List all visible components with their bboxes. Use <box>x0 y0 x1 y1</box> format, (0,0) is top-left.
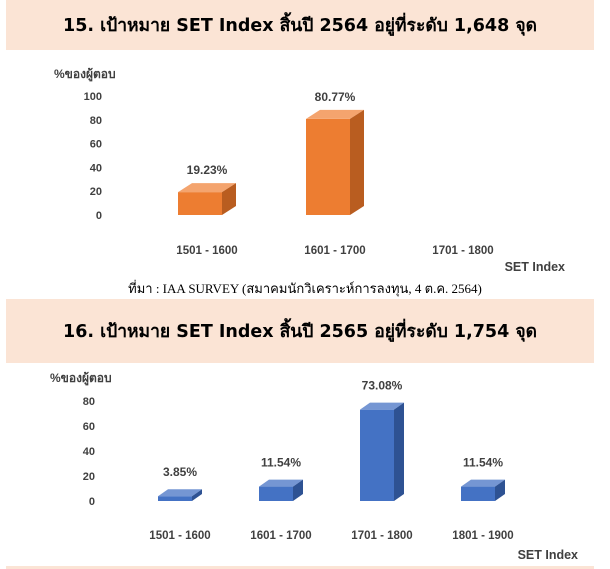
chart1-data-label: 80.77% <box>315 90 356 104</box>
chart2-x-tick-label: 1501 - 1600 <box>149 530 210 542</box>
chart2-y-tick-label: 40 <box>83 446 95 458</box>
chart2-bar-top <box>158 489 202 497</box>
chart1-bar-top <box>178 183 236 193</box>
chart2-data-label: 11.54% <box>261 456 301 470</box>
chart2-bar-side <box>293 479 303 501</box>
chart1-y-tick-label: 20 <box>90 186 102 198</box>
chart1-bar-side <box>350 109 364 215</box>
chart1: %ของผู้ตอบ 0 20 40 60 80 100 1501 - 1600 19.23% 1… <box>0 60 610 284</box>
chart2-bar <box>360 409 394 501</box>
chart2-plot: %ของผู้ตอบ 0 20 40 60 80 1501 - 1600 3.85% 1601 … <box>50 371 578 562</box>
chart2-y-axis-title: %ของผู้ตอบ <box>50 371 112 386</box>
chart2: %ของผู้ตอบ 0 20 40 60 80 1501 - 1600 3.85% 1601 … <box>0 366 610 569</box>
chart2-title-banner: 16. เป้าหมาย SET Index สิ้นปี 2565 อยู่ท… <box>6 299 594 363</box>
chart2-bar-side <box>394 402 404 501</box>
chart2-bar-side <box>192 489 202 501</box>
chart2-data-label: 11.54% <box>463 456 503 470</box>
chart2-y-tick-label: 20 <box>83 471 95 483</box>
chart1-bar-side <box>222 183 236 215</box>
chart1-y-tick-label: 100 <box>84 91 102 103</box>
chart1-x-axis-title: SET Index <box>505 260 565 274</box>
chart2-title: 16. เป้าหมาย SET Index สิ้นปี 2565 อยู่ท… <box>63 322 537 342</box>
chart1-bar-top <box>306 109 364 119</box>
chart2-bar-side <box>495 479 505 501</box>
chart1-x-tick-label: 1601 - 1700 <box>304 245 365 257</box>
chart1-x-tick-label: 1701 - 1800 <box>432 245 493 257</box>
chart2-y-tick-label: 80 <box>83 396 95 408</box>
bottom-divider <box>6 566 594 569</box>
chart1-title: 15. เป้าหมาย SET Index สิ้นปี 2564 อยู่ท… <box>63 16 537 36</box>
chart2-bar <box>158 496 192 501</box>
chart2-x-tick-label: 1701 - 1800 <box>351 530 412 542</box>
chart1-y-axis-title: %ของผู้ตอบ <box>54 67 116 82</box>
chart2-x-tick-label: 1601 - 1700 <box>250 530 311 542</box>
chart2-data-label: 73.08% <box>362 379 403 393</box>
chart1-y-tick-label: 60 <box>90 139 102 151</box>
chart2-x-tick-label: 1801 - 1900 <box>452 530 513 542</box>
chart1-bar <box>306 118 350 215</box>
chart2-bar <box>461 486 495 501</box>
chart1-data-label: 19.23% <box>187 163 228 177</box>
source-note: ที่มา : IAA SURVEY (สมาคมนักวิเคราะห์การ… <box>128 281 482 296</box>
chart1-title-banner: 15. เป้าหมาย SET Index สิ้นปี 2564 อยู่ท… <box>6 0 594 50</box>
chart1-y-tick-label: 0 <box>96 210 102 222</box>
chart2-y-tick-label: 60 <box>83 421 95 433</box>
chart1-plot: %ของผู้ตอบ 0 20 40 60 80 100 1501 - 1600 19.23% 1… <box>54 67 565 274</box>
chart2-y-tick-label: 0 <box>89 496 95 508</box>
chart2-bar-top <box>360 402 404 410</box>
chart2-bar <box>259 486 293 501</box>
chart2-bar-top <box>259 479 303 487</box>
chart1-bar <box>178 192 222 215</box>
chart2-data-label: 3.85% <box>163 465 197 479</box>
chart1-y-tick-label: 80 <box>90 115 102 127</box>
chart1-y-tick-label: 40 <box>90 162 102 174</box>
chart2-x-axis-title: SET Index <box>518 548 578 562</box>
chart2-bar-top <box>461 479 505 487</box>
chart1-x-tick-label: 1501 - 1600 <box>176 245 237 257</box>
